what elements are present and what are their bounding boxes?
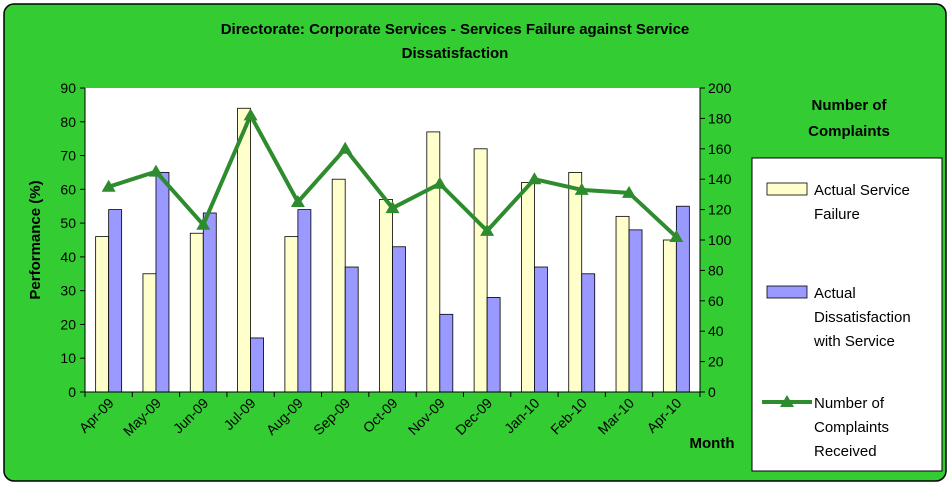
bar-service-failure xyxy=(189,232,204,393)
bar-service-failure xyxy=(237,107,251,393)
point-complaints xyxy=(432,176,447,189)
y-tick-label-left: 40 xyxy=(60,249,76,265)
y-tick-label-right: 20 xyxy=(708,354,724,370)
bar-service-failure xyxy=(331,178,346,393)
point-complaints xyxy=(574,182,589,195)
bar-service-failure xyxy=(379,199,393,393)
bar-dissatisfaction xyxy=(486,297,501,393)
bar-service-failure xyxy=(615,215,630,393)
bar-dissatisfaction xyxy=(344,266,359,393)
legend-swatch-dissatisfaction xyxy=(766,285,808,299)
bar-service-failure xyxy=(95,236,110,393)
point-complaints xyxy=(385,201,400,214)
y-tick-label-left: 30 xyxy=(60,283,76,299)
y-tick-label-left: 20 xyxy=(60,316,76,332)
bar-service-failure xyxy=(142,273,157,393)
chart-title-line: Dissatisfaction xyxy=(402,45,509,62)
legend-label-complaints: Complaints xyxy=(814,419,889,436)
bar-dissatisfaction xyxy=(534,266,548,393)
y-tick-label-left: 50 xyxy=(60,215,76,231)
y-axis-label: Performance (%) xyxy=(27,180,44,299)
legend-label-dissatisfaction: with Service xyxy=(813,333,895,350)
bar-dissatisfaction xyxy=(250,337,264,393)
point-complaints xyxy=(527,172,542,185)
chart-title-line: Directorate: Corporate Services - Servic… xyxy=(221,21,690,38)
y2-axis-label-line: Complaints xyxy=(808,123,890,140)
y-tick-label-right: 60 xyxy=(708,293,724,309)
y-tick-label-left: 0 xyxy=(68,384,76,400)
y2-axis-label-line: Number of xyxy=(812,97,888,114)
legend-label-dissatisfaction: Actual xyxy=(814,285,856,302)
legend-label-complaints: Number of xyxy=(814,395,885,412)
y-tick-label-right: 80 xyxy=(708,262,724,278)
legend-label-failure: Failure xyxy=(814,206,860,223)
y-tick-label-right: 180 xyxy=(708,110,732,126)
legend-label-dissatisfaction: Dissatisfaction xyxy=(814,309,911,326)
point-complaints xyxy=(196,217,211,230)
y-tick-label-left: 70 xyxy=(60,148,76,164)
y-tick-label-right: 40 xyxy=(708,323,724,339)
bar-service-failure xyxy=(284,236,299,393)
legend-swatch-failure xyxy=(766,182,808,196)
point-complaints xyxy=(101,179,116,192)
y-tick-label-right: 0 xyxy=(708,384,716,400)
y-tick-label-left: 60 xyxy=(60,181,76,197)
legend-label-failure: Actual Service xyxy=(814,182,910,199)
bar-dissatisfaction xyxy=(202,212,217,393)
point-complaints xyxy=(338,141,353,154)
bar-dissatisfaction xyxy=(155,172,170,393)
bar-dissatisfaction xyxy=(108,209,123,393)
legend-swatch-complaints-marker xyxy=(780,395,794,407)
point-complaints xyxy=(480,223,495,236)
bar-service-failure xyxy=(473,148,488,393)
bar-dissatisfaction xyxy=(581,273,596,393)
point-complaints xyxy=(243,108,258,121)
bar-dissatisfaction xyxy=(628,229,643,393)
bar-service-failure xyxy=(568,172,583,393)
x-axis-label: Month xyxy=(690,435,735,452)
y-tick-label-right: 160 xyxy=(708,141,732,157)
point-complaints xyxy=(622,185,637,198)
legend-label-complaints: Received xyxy=(814,443,877,460)
bar-service-failure xyxy=(426,131,441,393)
point-complaints xyxy=(148,164,163,177)
point-complaints xyxy=(669,229,684,242)
y-tick-label-left: 90 xyxy=(60,80,76,96)
bar-dissatisfaction xyxy=(392,246,406,393)
bar-dissatisfaction xyxy=(439,313,454,393)
y-tick-label-right: 140 xyxy=(708,171,732,187)
bar-service-failure xyxy=(521,182,535,393)
point-complaints xyxy=(290,195,305,207)
y-tick-label-right: 100 xyxy=(708,232,732,248)
bar-service-failure xyxy=(662,239,677,393)
y-tick-label-right: 200 xyxy=(708,80,732,96)
y-tick-label-right: 120 xyxy=(708,202,732,218)
y-tick-label-left: 80 xyxy=(60,114,76,130)
y-tick-label-left: 10 xyxy=(60,350,76,366)
bar-dissatisfaction xyxy=(297,209,312,393)
legend-box xyxy=(751,157,943,472)
